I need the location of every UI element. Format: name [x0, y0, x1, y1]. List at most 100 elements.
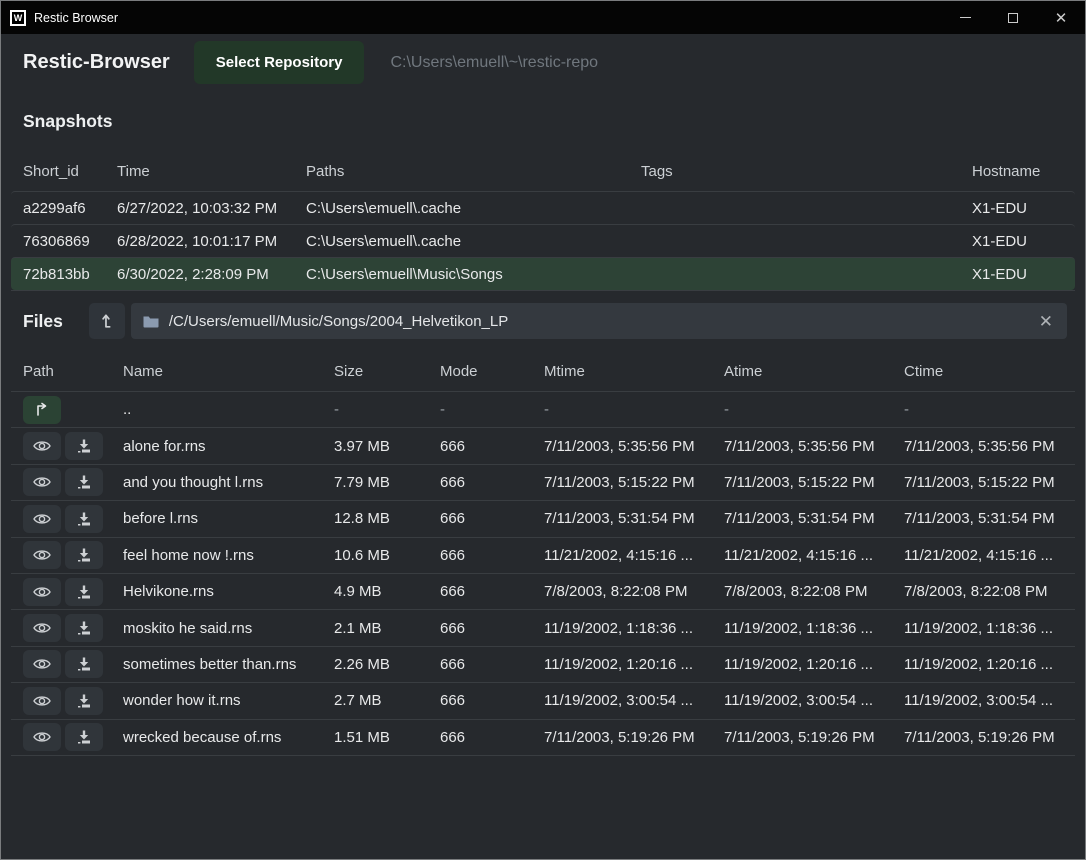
- file-mtime: 7/11/2003, 5:35:56 PM: [544, 438, 724, 455]
- download-file-button[interactable]: [65, 578, 103, 606]
- up-right-arrow-icon: [34, 402, 50, 418]
- file-row[interactable]: before l.rns 12.8 MB 666 7/11/2003, 5:31…: [11, 500, 1075, 536]
- file-mtime: 7/11/2003, 5:19:26 PM: [544, 729, 724, 746]
- close-button[interactable]: ✕: [1037, 1, 1085, 34]
- download-file-button[interactable]: [65, 432, 103, 460]
- download-file-button[interactable]: [65, 687, 103, 715]
- file-row[interactable]: wrecked because of.rns 1.51 MB 666 7/11/…: [11, 719, 1075, 755]
- repository-path[interactable]: C:\Users\emuell\~\restic-repo: [390, 54, 598, 72]
- file-name: alone for.rns: [123, 438, 334, 455]
- app-window: W Restic Browser ✕ Restic-Browser Select…: [0, 0, 1086, 860]
- file-mtime: 11/19/2002, 1:18:36 ...: [544, 620, 724, 637]
- file-ctime: -: [904, 401, 1075, 418]
- column-header-ctime: Ctime: [904, 363, 1075, 380]
- file-mode: 666: [440, 510, 544, 527]
- file-size: 2.26 MB: [334, 656, 440, 673]
- preview-file-button[interactable]: [23, 723, 61, 751]
- folder-icon: [143, 315, 159, 328]
- preview-file-button[interactable]: [23, 578, 61, 606]
- file-row[interactable]: Helvikone.rns 4.9 MB 666 7/8/2003, 8:22:…: [11, 573, 1075, 609]
- download-file-button[interactable]: [65, 468, 103, 496]
- download-file-button[interactable]: [65, 614, 103, 642]
- file-mode: 666: [440, 692, 544, 709]
- eye-icon: [33, 585, 51, 599]
- file-size: 2.7 MB: [334, 692, 440, 709]
- file-row[interactable]: and you thought l.rns 7.79 MB 666 7/11/2…: [11, 464, 1075, 500]
- snapshot-hostname: X1-EDU: [972, 200, 1075, 217]
- snapshot-row[interactable]: a2299af6 6/27/2022, 10:03:32 PM C:\Users…: [11, 191, 1075, 224]
- column-header-size: Size: [334, 363, 440, 380]
- snapshot-hostname: X1-EDU: [972, 266, 1075, 283]
- file-atime: 11/19/2002, 1:20:16 ...: [724, 656, 904, 673]
- download-file-button[interactable]: [65, 650, 103, 678]
- snapshot-paths: C:\Users\emuell\.cache: [306, 233, 641, 250]
- eye-icon: [33, 657, 51, 671]
- file-atime: 11/19/2002, 1:18:36 ...: [724, 620, 904, 637]
- file-size: 10.6 MB: [334, 547, 440, 564]
- file-mode: 666: [440, 729, 544, 746]
- download-icon: [76, 474, 92, 490]
- file-mode: -: [440, 401, 544, 418]
- file-row[interactable]: feel home now !.rns 10.6 MB 666 11/21/20…: [11, 537, 1075, 573]
- empty-area: [1, 756, 1085, 859]
- preview-file-button[interactable]: [23, 505, 61, 533]
- preview-file-button[interactable]: [23, 468, 61, 496]
- parent-directory-row[interactable]: .. - - - - -: [11, 391, 1075, 427]
- file-name: ..: [123, 401, 334, 418]
- snapshots-table-header: Short_id Time Paths Tags Hostname: [11, 151, 1075, 191]
- files-title: Files: [23, 311, 63, 332]
- eye-icon: [33, 694, 51, 708]
- file-ctime: 7/11/2003, 5:35:56 PM: [904, 438, 1075, 455]
- file-atime: -: [724, 401, 904, 418]
- download-icon: [76, 693, 92, 709]
- maximize-button[interactable]: [989, 1, 1037, 34]
- select-repository-button[interactable]: Select Repository: [194, 41, 365, 84]
- download-icon: [76, 729, 92, 745]
- file-mode: 666: [440, 438, 544, 455]
- file-mtime: 7/11/2003, 5:31:54 PM: [544, 510, 724, 527]
- file-name: sometimes better than.rns: [123, 656, 334, 673]
- download-file-button[interactable]: [65, 541, 103, 569]
- file-mtime: 7/8/2003, 8:22:08 PM: [544, 583, 724, 600]
- snapshot-time: 6/27/2022, 10:03:32 PM: [117, 200, 306, 217]
- file-name: wrecked because of.rns: [123, 729, 334, 746]
- snapshot-hostname: X1-EDU: [972, 233, 1075, 250]
- preview-file-button[interactable]: [23, 650, 61, 678]
- preview-file-button[interactable]: [23, 432, 61, 460]
- snapshots-title: Snapshots: [1, 91, 1085, 151]
- files-bar: Files /C/Users/emuell/Music/Songs/2004_H…: [1, 291, 1085, 351]
- clear-path-button[interactable]: ✕: [1037, 313, 1055, 330]
- column-header-short-id: Short_id: [23, 163, 117, 180]
- file-row[interactable]: moskito he said.rns 2.1 MB 666 11/19/200…: [11, 609, 1075, 645]
- file-ctime: 7/11/2003, 5:31:54 PM: [904, 510, 1075, 527]
- preview-file-button[interactable]: [23, 687, 61, 715]
- download-file-button[interactable]: [65, 505, 103, 533]
- file-row[interactable]: sometimes better than.rns 2.26 MB 666 11…: [11, 646, 1075, 682]
- snapshot-row[interactable]: 76306869 6/28/2022, 10:01:17 PM C:\Users…: [11, 224, 1075, 257]
- level-up-button[interactable]: [89, 303, 125, 339]
- column-header-mode: Mode: [440, 363, 544, 380]
- file-mode: 666: [440, 547, 544, 564]
- eye-icon: [33, 621, 51, 635]
- file-size: 7.79 MB: [334, 474, 440, 491]
- download-icon: [76, 656, 92, 672]
- column-header-paths: Paths: [306, 163, 641, 180]
- app-name: Restic-Browser: [23, 51, 170, 74]
- file-name: and you thought l.rns: [123, 474, 334, 491]
- minimize-button[interactable]: [941, 1, 989, 34]
- preview-file-button[interactable]: [23, 614, 61, 642]
- file-mtime: 7/11/2003, 5:15:22 PM: [544, 474, 724, 491]
- preview-file-button[interactable]: [23, 541, 61, 569]
- file-mode: 666: [440, 620, 544, 637]
- file-row[interactable]: alone for.rns 3.97 MB 666 7/11/2003, 5:3…: [11, 427, 1075, 463]
- snapshot-row[interactable]: 72b813bb 6/30/2022, 2:28:09 PM C:\Users\…: [11, 257, 1075, 290]
- current-path-input[interactable]: /C/Users/emuell/Music/Songs/2004_Helveti…: [131, 303, 1067, 339]
- file-atime: 11/21/2002, 4:15:16 ...: [724, 547, 904, 564]
- file-mode: 666: [440, 583, 544, 600]
- file-atime: 7/8/2003, 8:22:08 PM: [724, 583, 904, 600]
- go-parent-directory-button[interactable]: [23, 396, 61, 424]
- download-file-button[interactable]: [65, 723, 103, 751]
- file-row[interactable]: wonder how it.rns 2.7 MB 666 11/19/2002,…: [11, 682, 1075, 718]
- minimize-icon: [960, 17, 971, 19]
- snapshots-table: Short_id Time Paths Tags Hostname a2299a…: [11, 151, 1075, 291]
